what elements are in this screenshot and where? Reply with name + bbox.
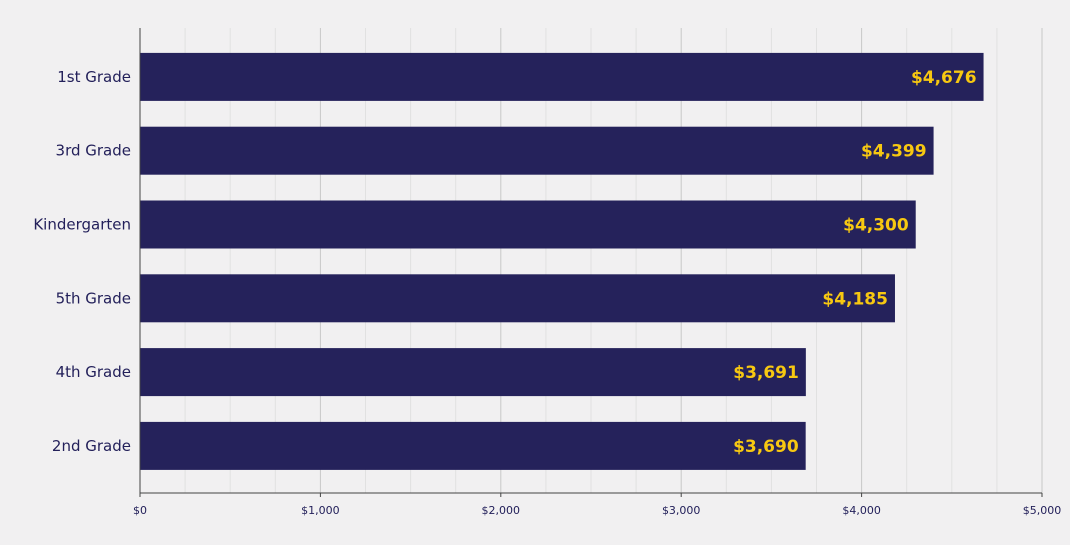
value-label: $4,676: [911, 68, 977, 88]
axis-layer: 1st Grade 3rd Grade Kindergarten 5th Grade 4…: [33, 28, 1061, 517]
value-label: $3,690: [733, 437, 799, 457]
value-label: $4,300: [843, 216, 909, 236]
bar: [140, 348, 806, 397]
x-tick-label: $5,000: [1023, 504, 1062, 517]
value-label: $3,691: [733, 363, 799, 383]
x-tick-label: $3,000: [662, 504, 701, 517]
category-label: 1st Grade: [57, 68, 131, 86]
category-label: 4th Grade: [56, 363, 131, 381]
category-label: 5th Grade: [56, 289, 131, 307]
category-label: Kindergarten: [33, 216, 131, 234]
category-label: 3rd Grade: [56, 142, 131, 160]
bar: [140, 274, 895, 323]
x-tick-label: $0: [133, 504, 147, 517]
bar: [140, 200, 916, 249]
x-tick-label: $1,000: [301, 504, 340, 517]
value-label: $4,185: [822, 289, 888, 309]
grid-layer: [184, 28, 1043, 493]
bar: [140, 421, 806, 470]
x-tick-label: $2,000: [482, 504, 521, 517]
x-tick-label: $4,000: [842, 504, 881, 517]
bar: [140, 52, 984, 101]
category-label: 2nd Grade: [52, 437, 131, 455]
value-label: $4,399: [861, 142, 927, 162]
bar: [140, 126, 934, 175]
bars-layer: $4,676 $4,399 $4,300 $4,185 $3,691 $3,690: [140, 52, 984, 470]
